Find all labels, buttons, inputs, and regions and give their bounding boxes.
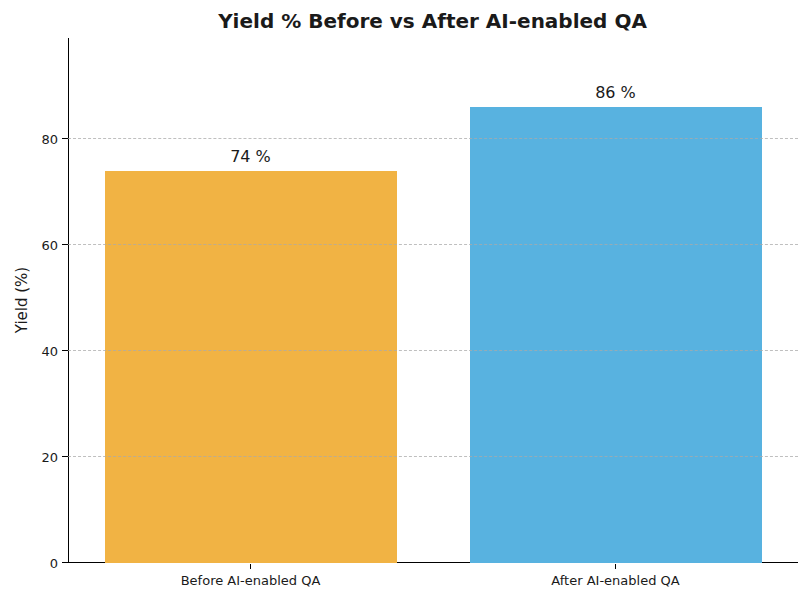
grid-line: [68, 138, 798, 139]
y-tick-label: 60: [18, 237, 58, 252]
figure-canvas: Yield % Before vs After AI-enabled QA Yi…: [0, 0, 800, 600]
x-tick-label: After AI-enabled QA: [551, 573, 679, 588]
grid-line: [68, 350, 798, 351]
y-axis-label: Yield (%): [13, 267, 31, 333]
x-tick-label: Before AI-enabled QA: [181, 573, 321, 588]
grid-line: [68, 456, 798, 457]
y-tick-label: 0: [18, 556, 58, 571]
bar: [470, 107, 762, 563]
y-tick-label: 20: [18, 449, 58, 464]
y-tick-label: 40: [18, 343, 58, 358]
y-tick-mark: [62, 138, 68, 139]
x-tick-mark: [250, 564, 251, 569]
y-tick-mark: [62, 456, 68, 457]
x-tick-mark: [615, 564, 616, 569]
bar-value-label: 74 %: [230, 147, 271, 166]
y-tick-label: 80: [18, 131, 58, 146]
bar: [105, 171, 397, 563]
y-tick-mark: [62, 244, 68, 245]
bar-value-label: 86 %: [595, 83, 636, 102]
grid-line: [68, 244, 798, 245]
y-tick-mark: [62, 350, 68, 351]
y-tick-mark: [62, 562, 68, 563]
chart-title: Yield % Before vs After AI-enabled QA: [68, 9, 797, 33]
